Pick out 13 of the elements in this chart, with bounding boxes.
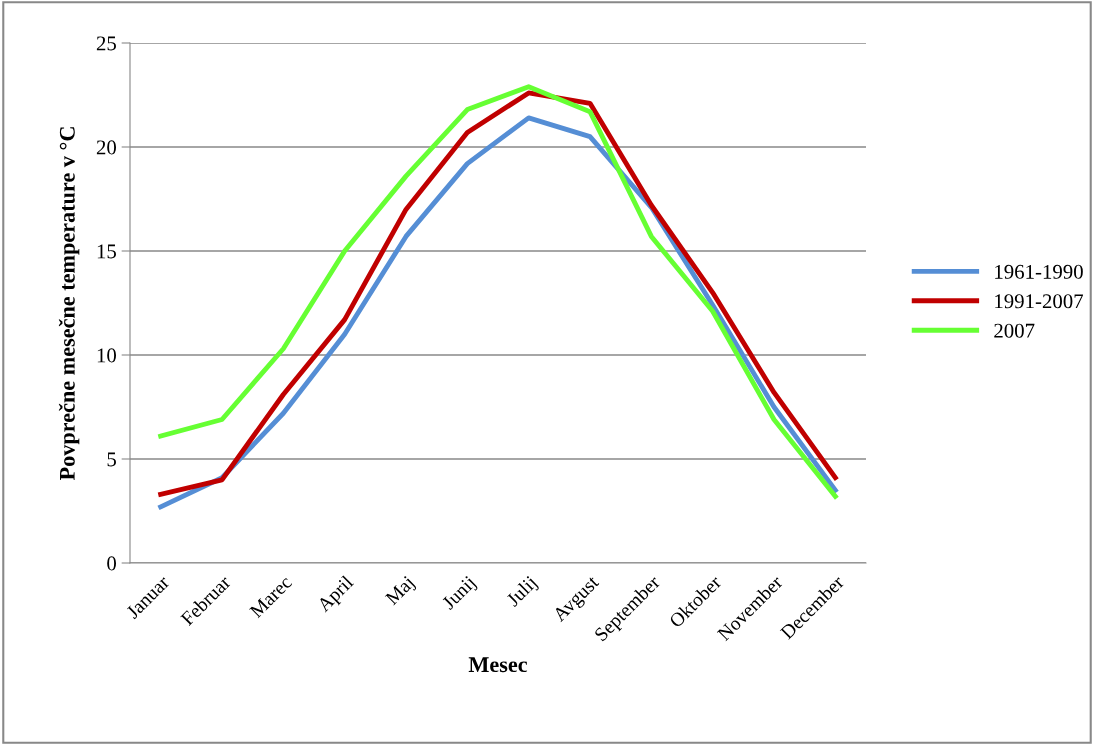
y-tick-label: 5	[107, 452, 116, 467]
legend-label: 1961-1990	[995, 264, 1083, 279]
x-tick-label: Maj	[384, 575, 418, 609]
y-tick-label: 25	[96, 36, 116, 51]
legend-label: 2007	[994, 323, 1035, 338]
y-tick-label: 15	[97, 244, 116, 259]
x-tick-label: Julij	[505, 575, 540, 610]
y-tick-label: 0	[107, 556, 117, 571]
legend-label: 1991-2007	[995, 294, 1084, 309]
y-axis-title: Povprečne mesečne temperature v °C	[58, 127, 80, 481]
x-axis-title: Mesec	[468, 657, 528, 673]
y-tick-label: 20	[96, 140, 117, 155]
y-tick-label: 10	[97, 348, 117, 363]
